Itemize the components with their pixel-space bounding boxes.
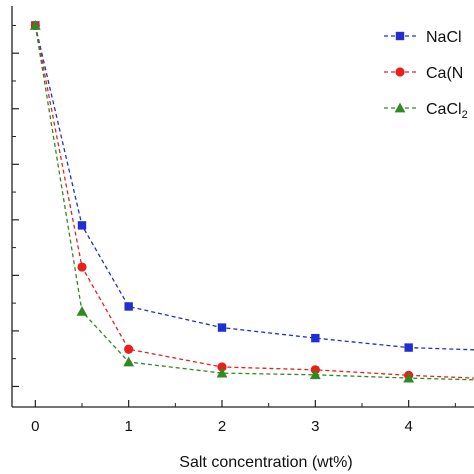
legend-subscript: 2	[462, 109, 468, 121]
data-point	[123, 356, 135, 367]
series-triangle	[29, 20, 474, 383]
legend-label: CaCl2	[426, 101, 468, 121]
legend-item: Ca(N	[384, 65, 463, 82]
legend-item: NaCl	[384, 29, 462, 46]
x-tick-label: 2	[218, 418, 226, 435]
x-tick-label: 4	[404, 418, 412, 435]
data-point	[217, 323, 227, 332]
series-circle	[30, 20, 474, 380]
x-axis-title: Salt concentration (wt%)	[179, 454, 352, 471]
legend-marker	[395, 67, 405, 77]
legend-item: CaCl2	[384, 101, 468, 121]
data-point	[216, 367, 228, 378]
data-point	[77, 221, 87, 230]
series-line	[34, 25, 474, 351]
series-line	[34, 25, 474, 379]
axes: 0 1 2 3 4	[11, 6, 474, 435]
data-point	[76, 306, 88, 316]
legend-marker	[395, 31, 405, 41]
x-tick-label: 0	[31, 418, 39, 435]
data-point	[309, 369, 321, 380]
legend-marker	[394, 102, 406, 113]
data-point	[29, 20, 41, 30]
data-point	[404, 343, 413, 352]
data-point	[217, 362, 227, 372]
legend: NaCl Ca(N CaCl2	[384, 29, 468, 121]
data-point	[311, 333, 320, 343]
data-point	[77, 262, 87, 272]
data-point	[124, 302, 133, 311]
x-tick-label: 3	[311, 418, 319, 435]
series-line	[34, 25, 474, 381]
legend-label: Ca(N	[426, 65, 463, 82]
series-layer	[29, 20, 474, 383]
series-square	[31, 21, 474, 352]
data-point	[403, 372, 415, 383]
legend-label: NaCl	[426, 29, 462, 46]
data-point	[124, 344, 134, 354]
x-tick-label: 1	[124, 418, 132, 435]
